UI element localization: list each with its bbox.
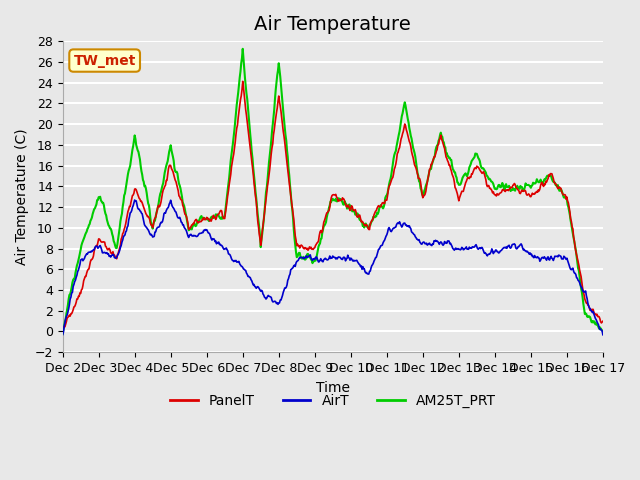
AirT — [550, 255, 558, 261]
AM25T_PRT — [200, 216, 208, 222]
PanelT — [325, 208, 333, 214]
Line: PanelT: PanelT — [63, 81, 603, 328]
Title: Air Temperature: Air Temperature — [254, 15, 411, 34]
AM25T_PRT — [239, 46, 246, 52]
PanelT — [431, 154, 438, 160]
AM25T_PRT — [378, 203, 385, 209]
AM25T_PRT — [550, 179, 558, 185]
PanelT — [599, 318, 607, 324]
AirT — [599, 332, 607, 337]
PanelT — [550, 179, 558, 185]
Line: AM25T_PRT: AM25T_PRT — [63, 49, 603, 334]
AirT — [431, 239, 438, 244]
AirT — [59, 332, 67, 337]
PanelT — [378, 202, 385, 207]
AirT — [325, 255, 333, 261]
PanelT — [239, 78, 246, 84]
Text: TW_met: TW_met — [74, 54, 136, 68]
AirT — [131, 197, 138, 203]
AirT — [378, 242, 385, 248]
AM25T_PRT — [431, 153, 438, 159]
X-axis label: Time: Time — [316, 381, 350, 395]
AM25T_PRT — [59, 331, 67, 336]
AirT — [202, 227, 209, 232]
AM25T_PRT — [599, 328, 607, 334]
PanelT — [59, 325, 67, 331]
AM25T_PRT — [177, 190, 185, 195]
AM25T_PRT — [325, 205, 333, 211]
Y-axis label: Air Temperature (C): Air Temperature (C) — [15, 128, 29, 265]
Line: AirT: AirT — [63, 200, 603, 335]
PanelT — [177, 197, 185, 203]
Legend: PanelT, AirT, AM25T_PRT: PanelT, AirT, AM25T_PRT — [164, 388, 501, 414]
PanelT — [200, 216, 208, 222]
AirT — [178, 220, 186, 226]
